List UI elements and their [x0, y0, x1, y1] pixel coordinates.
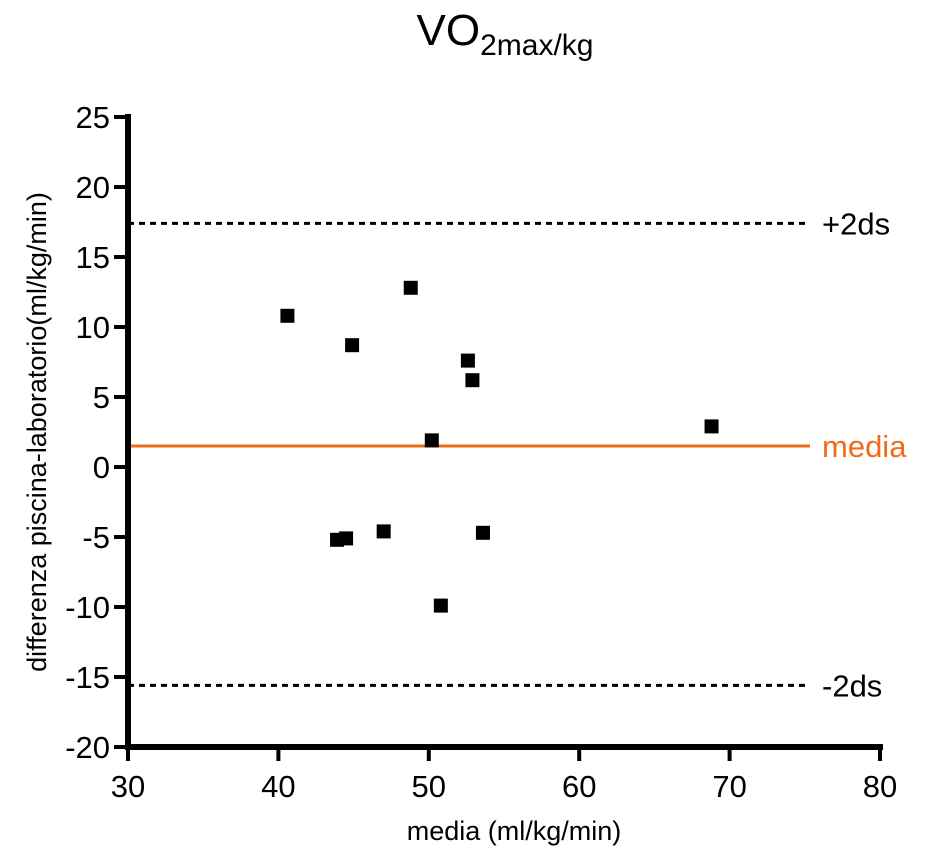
data-point	[424, 433, 439, 448]
y-tick-label: -5	[82, 520, 110, 555]
reference-line-label: +2ds	[822, 206, 890, 241]
x-tick-label: 70	[712, 769, 746, 804]
y-tick-label: -15	[65, 660, 110, 695]
y-tick-label: 0	[93, 450, 110, 485]
x-tick-label: 60	[562, 769, 596, 804]
x-tick-label: 80	[863, 769, 897, 804]
y-axis-label: differenza piscina-laboratorio(ml/kg/min…	[22, 192, 52, 672]
x-tick-label: 50	[412, 769, 446, 804]
data-point	[403, 280, 418, 295]
reference-lines: +2ds media -2ds	[128, 206, 907, 703]
data-point	[339, 531, 354, 546]
y-tick-label: -20	[65, 730, 110, 765]
reference-line-label: media	[822, 429, 907, 464]
y-tick-label: 20	[76, 170, 110, 205]
data-point	[475, 525, 490, 540]
data-point	[465, 373, 480, 388]
data-point	[280, 308, 295, 323]
x-tick-label: 30	[111, 769, 145, 804]
axes	[125, 114, 883, 750]
y-tick-label: 25	[76, 100, 110, 135]
reference-line-label: -2ds	[822, 668, 882, 703]
y-tick-label: 15	[76, 240, 110, 275]
data-points	[280, 280, 719, 613]
data-point	[704, 419, 719, 434]
y-tick-label: -10	[65, 590, 110, 625]
chart-title: VO2max/kg	[0, 6, 928, 63]
data-point	[460, 353, 475, 368]
y-tick-label: 5	[93, 380, 110, 415]
x-axis-label: media (ml/kg/min)	[407, 816, 622, 846]
chart-title-main: VO	[416, 6, 481, 55]
data-point	[376, 524, 391, 539]
y-axis-ticks: 25 20 15 10 5 0 -5 -10 -15 -20	[65, 100, 128, 765]
chart-title-subscript: 2max/kg	[480, 29, 594, 62]
y-tick-label: 10	[76, 310, 110, 345]
x-tick-label: 40	[261, 769, 295, 804]
x-axis-ticks: 30 40 50 60 70 80	[111, 747, 897, 804]
data-point	[433, 598, 448, 613]
data-point	[345, 338, 360, 353]
